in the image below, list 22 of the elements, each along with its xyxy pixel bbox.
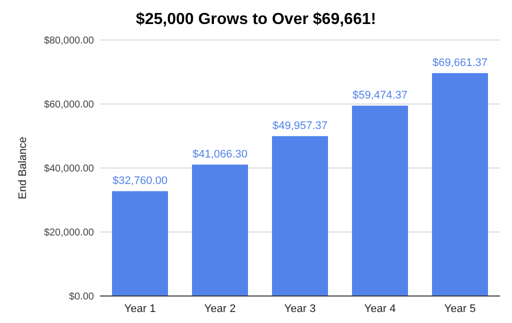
y-tick-label: $20,000.00 <box>44 228 94 238</box>
data-label: $32,760.00 <box>112 175 168 188</box>
data-label: $59,474.37 <box>352 90 408 102</box>
x-tick-label: Year 3 <box>284 303 316 315</box>
y-tick-label: $80,000.00 <box>44 36 94 46</box>
bar <box>352 106 408 296</box>
x-tick-label: Year 5 <box>444 303 476 315</box>
data-label: $49,957.37 <box>272 120 328 132</box>
y-axis-title: End Balance <box>17 136 29 200</box>
bar <box>112 191 168 296</box>
bar <box>272 136 328 296</box>
chart-title: $25,000 Grows to Over $69,661! <box>136 11 376 28</box>
y-tick-label: $0.00 <box>68 292 94 302</box>
x-tick-label: Year 4 <box>364 303 396 315</box>
data-label: $41,066.30 <box>192 148 248 161</box>
bar <box>192 164 248 296</box>
x-tick-label: Year 1 <box>124 303 156 315</box>
y-tick-label: $60,000.00 <box>44 100 94 110</box>
y-tick-label: $40,000.00 <box>44 164 94 174</box>
data-label: $69,661.37 <box>432 57 488 70</box>
bar <box>432 73 488 296</box>
x-tick-label: Year 2 <box>204 303 236 315</box>
